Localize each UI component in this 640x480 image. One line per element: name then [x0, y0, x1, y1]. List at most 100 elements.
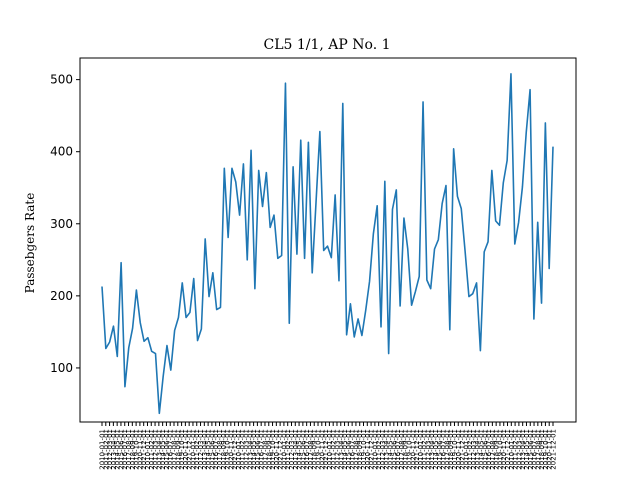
- x-tick-label: 2020-11-01: [318, 429, 326, 470]
- x-tick-label: 2012-03-01: [197, 429, 205, 470]
- x-tick-label: 2012-03-01: [470, 429, 478, 470]
- x-tick-label: 2013-04-01: [519, 429, 527, 470]
- x-tick-label: 2018-09-01: [129, 429, 137, 470]
- x-tick-label: 2020-11-01: [136, 429, 144, 470]
- x-tick-label: 2010-01-01: [508, 429, 516, 470]
- x-tick-label: 2010-01-01: [462, 429, 470, 470]
- x-tick-label: 2012-03-01: [288, 429, 296, 470]
- x-tick-label: 2016-07-01: [440, 429, 448, 470]
- x-tick-label: 2017-08-01: [171, 429, 179, 470]
- x-tick-label: 2015-06-01: [117, 429, 125, 470]
- x-tick-label: 2015-06-01: [163, 429, 171, 470]
- x-tick-label: 2014-05-01: [523, 429, 531, 470]
- x-tick-label: 2020-11-01: [273, 429, 281, 470]
- x-tick-label: 2013-04-01: [155, 429, 163, 470]
- x-tick-label: 2014-05-01: [114, 429, 122, 470]
- x-tick-label: 2019-10-01: [451, 429, 459, 470]
- x-tick-label: 2020-11-01: [227, 429, 235, 470]
- x-tick-label: 2010-01-01: [280, 429, 288, 470]
- x-tick-label: 2021-12-01: [140, 429, 148, 470]
- x-tick-label: 2021-12-01: [368, 429, 376, 470]
- x-tick-label: 2021-12-01: [231, 429, 239, 470]
- x-tick-label: 2013-04-01: [246, 429, 254, 470]
- x-tick-label: 2011-02-01: [193, 429, 201, 470]
- x-tick-label: 2012-03-01: [106, 429, 114, 470]
- x-tick-label: 2017-08-01: [398, 429, 406, 470]
- x-tick-label: 2019-10-01: [224, 429, 232, 470]
- x-tick-label: 2015-06-01: [345, 429, 353, 470]
- x-tick-label: 2018-09-01: [265, 429, 273, 470]
- x-tick-label: 2010-01-01: [235, 429, 243, 470]
- x-tick-label: 2019-10-01: [133, 429, 141, 470]
- x-tick-label: 2018-09-01: [356, 429, 364, 470]
- x-tick-label: 2017-08-01: [307, 429, 315, 470]
- x-tick-label: 2011-02-01: [512, 429, 520, 470]
- x-tick-label: 2011-02-01: [102, 429, 110, 470]
- x-tick-label: 2013-04-01: [337, 429, 345, 470]
- x-tick-label: 2014-05-01: [159, 429, 167, 470]
- x-tick-label: 2014-05-01: [387, 429, 395, 470]
- x-tick-label: 2021-12-01: [413, 429, 421, 470]
- x-tick-label: 2017-08-01: [443, 429, 451, 470]
- x-tick-label: 2021-12-01: [277, 429, 285, 470]
- x-tick-label: 2020-11-01: [546, 429, 554, 470]
- x-tick-label: 2017-08-01: [352, 429, 360, 470]
- x-tick-label: 2021-12-01: [550, 429, 558, 470]
- x-tick-label: 2016-07-01: [485, 429, 493, 470]
- x-tick-label: 2013-04-01: [110, 429, 118, 470]
- x-tick-label: 2019-10-01: [360, 429, 368, 470]
- x-tick-label: 2014-05-01: [432, 429, 440, 470]
- chart-title: CL5 1/1, AP No. 1: [263, 37, 390, 53]
- x-tick-label: 2018-09-01: [402, 429, 410, 470]
- x-tick-label: 2020-11-01: [500, 429, 508, 470]
- x-tick-label: 2011-02-01: [239, 429, 247, 470]
- x-tick-label: 2010-01-01: [144, 429, 152, 470]
- x-tick-label: 2010-01-01: [417, 429, 425, 470]
- x-tick-label: 2020-11-01: [409, 429, 417, 470]
- x-tick-label: 2016-07-01: [212, 429, 220, 470]
- x-tick-label: 2021-12-01: [504, 429, 512, 470]
- x-tick-label: 2018-09-01: [447, 429, 455, 470]
- x-tick-label: 2019-10-01: [405, 429, 413, 470]
- x-tick-label: 2017-08-01: [534, 429, 542, 470]
- x-tick-label: 2011-02-01: [375, 429, 383, 470]
- x-tick-label: 2016-07-01: [258, 429, 266, 470]
- x-tick-label: 2010-01-01: [326, 429, 334, 470]
- x-tick-label: 2020-11-01: [364, 429, 372, 470]
- x-tick-label: 2016-07-01: [303, 429, 311, 470]
- y-tick-label: 300: [50, 217, 73, 231]
- x-tick-label: 2018-09-01: [174, 429, 182, 470]
- y-axis: 100 200 300 400 500: [50, 73, 80, 375]
- x-tick-label: 2019-10-01: [269, 429, 277, 470]
- x-tick-label: 2015-06-01: [299, 429, 307, 470]
- x-tick-label: 2010-01-01: [371, 429, 379, 470]
- x-tick-label: 2010-01-01: [99, 429, 107, 470]
- x-tick-label: 2016-07-01: [349, 429, 357, 470]
- x-tick-label: 2018-09-01: [538, 429, 546, 470]
- x-tick-label: 2018-09-01: [493, 429, 501, 470]
- x-tick-label: 2013-04-01: [201, 429, 209, 470]
- x-tick-label: 2016-07-01: [121, 429, 129, 470]
- x-tick-label: 2016-07-01: [394, 429, 402, 470]
- x-tick-label: 2018-09-01: [311, 429, 319, 470]
- x-tick-label: 2012-03-01: [152, 429, 160, 470]
- x-tick-label: 2015-06-01: [527, 429, 535, 470]
- x-tick-label: 2012-03-01: [379, 429, 387, 470]
- x-tick-label: 2010-01-01: [189, 429, 197, 470]
- x-tick-label: 2014-05-01: [341, 429, 349, 470]
- x-tick-label: 2019-10-01: [496, 429, 504, 470]
- x-tick-label: 2015-06-01: [481, 429, 489, 470]
- x-tick-label: 2015-06-01: [390, 429, 398, 470]
- y-tick-label: 200: [50, 289, 73, 303]
- x-tick-label: 2011-02-01: [148, 429, 156, 470]
- x-tick-label: 2011-02-01: [284, 429, 292, 470]
- x-tick-label: 2017-08-01: [489, 429, 497, 470]
- x-tick-label: 2017-08-01: [216, 429, 224, 470]
- x-tick-label: 2019-10-01: [542, 429, 550, 470]
- series-line: [101, 73, 554, 415]
- x-axis: 2010-01-012011-02-012012-03-012013-04-01…: [99, 422, 558, 470]
- x-tick-label: 2020-11-01: [182, 429, 190, 470]
- x-tick-label: 2011-02-01: [466, 429, 474, 470]
- x-tick-label: 2020-11-01: [455, 429, 463, 470]
